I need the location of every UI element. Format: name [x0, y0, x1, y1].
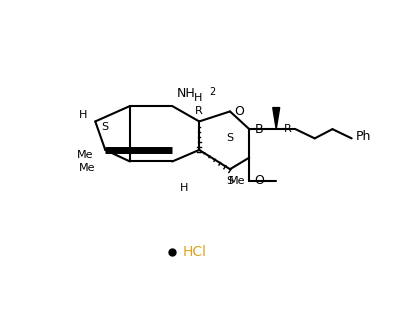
Text: R: R [284, 124, 292, 134]
Text: R: R [195, 107, 203, 116]
Text: H: H [79, 110, 88, 120]
Text: Me: Me [229, 176, 245, 186]
Text: Me: Me [79, 163, 95, 173]
Text: S: S [227, 176, 234, 186]
Text: S: S [227, 133, 234, 143]
Text: O: O [234, 105, 244, 118]
Text: HCl: HCl [182, 245, 206, 259]
Text: 2: 2 [209, 87, 215, 97]
Text: Ph: Ph [356, 130, 371, 143]
Text: Me: Me [76, 150, 93, 160]
Text: H: H [193, 93, 202, 103]
Text: H: H [180, 183, 188, 193]
Text: O: O [255, 174, 264, 187]
Text: B: B [255, 122, 263, 136]
Text: S: S [102, 122, 109, 132]
Text: NH: NH [177, 87, 195, 100]
Polygon shape [273, 108, 280, 129]
